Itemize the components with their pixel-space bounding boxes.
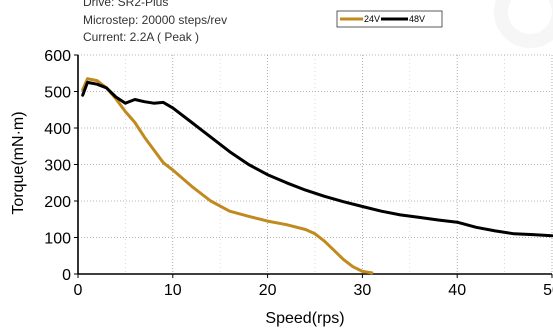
- y-tick-label: 100: [44, 231, 71, 248]
- series-line-24v: [83, 79, 372, 273]
- series-line-48v: [83, 82, 552, 235]
- drive-label: Drive: SR2-Plus: [83, 0, 168, 9]
- y-tick-label: 0: [62, 267, 71, 284]
- plot-area: 0 100 200 300 400 500 600 0 10 20 30 40 50: [44, 48, 553, 299]
- y-axis-label: Torque(mN·m): [10, 111, 27, 214]
- legend: 24V 48V: [337, 11, 442, 27]
- y-tick-label: 600: [44, 48, 71, 65]
- microstep-label: Microstep: 20000 steps/rev: [83, 13, 227, 27]
- y-tick-label: 300: [44, 158, 71, 175]
- x-tick-label: 40: [448, 282, 466, 299]
- x-axis-label: Speed(rps): [265, 310, 344, 327]
- y-tick-label: 200: [44, 194, 71, 211]
- y-tick-label: 500: [44, 85, 71, 102]
- legend-label-24v: 24V: [364, 14, 380, 24]
- x-tick-label: 20: [259, 282, 277, 299]
- x-tick-label: 30: [354, 282, 372, 299]
- legend-label-48v: 48V: [409, 14, 425, 24]
- x-tick-label: 0: [74, 282, 83, 299]
- x-tick-label: 50: [543, 282, 553, 299]
- x-tick-label: 10: [164, 282, 182, 299]
- current-label: Current: 2.2A ( Peak ): [83, 30, 199, 44]
- y-tick-label: 400: [44, 121, 71, 138]
